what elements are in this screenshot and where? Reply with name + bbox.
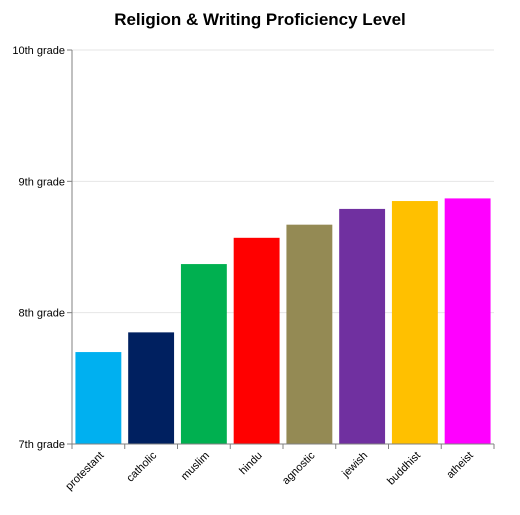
bar-agnostic: [286, 224, 333, 444]
y-tick-label-2: 9th grade: [19, 176, 65, 188]
chart-title: Religion & Writing Proficiency Level: [114, 10, 406, 29]
bar-muslim: [180, 264, 227, 444]
category-label-catholic: catholic: [124, 449, 159, 484]
category-label-agnostic: agnostic: [280, 449, 318, 487]
bar-buddhist: [391, 201, 438, 444]
category-label-buddhist: buddhist: [385, 450, 423, 488]
bar-jewish: [339, 208, 386, 444]
bar-hindu: [233, 237, 280, 444]
y-tick-label-1: 8th grade: [19, 308, 65, 320]
bar-protestant: [75, 352, 122, 444]
category-label-protestant: protestant: [63, 450, 106, 493]
category-label-hindu: hindu: [237, 450, 265, 478]
category-label-atheist: atheist: [444, 450, 475, 481]
y-tick-label-3: 10th grade: [12, 45, 65, 57]
bar-catholic: [128, 332, 175, 444]
category-label-jewish: jewish: [339, 450, 370, 481]
category-label-muslim: muslim: [179, 450, 212, 483]
bar-atheist: [444, 198, 491, 444]
y-tick-label-0: 7th grade: [19, 439, 65, 451]
